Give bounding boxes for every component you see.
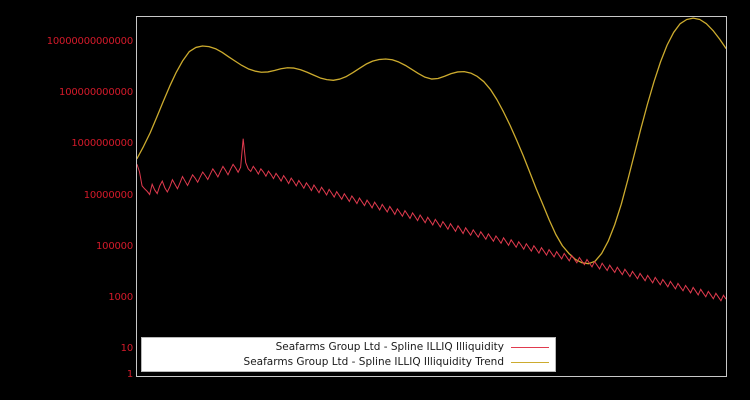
- legend-label-illiquidity: Seafarms Group Ltd - Spline ILLIQ Illiqu…: [275, 341, 504, 353]
- legend-label-trend: Seafarms Group Ltd - Spline ILLIQ Illiqu…: [243, 356, 504, 368]
- y-tick-label-4: 100000: [96, 240, 133, 252]
- trend-line-path: [137, 17, 726, 265]
- y-tick-label-2: 1000000000: [71, 138, 133, 150]
- y-tick-label-3: 10000000: [83, 189, 134, 201]
- plot-inner: [137, 17, 726, 376]
- series-layer: [137, 17, 726, 302]
- legend: Seafarms Group Ltd - Spline ILLIQ Illiqu…: [141, 337, 556, 372]
- y-tick-label-6: 10: [120, 343, 134, 355]
- illiquidity-line-path: [137, 138, 726, 302]
- y-tick-label-0: 10000000000000: [46, 35, 133, 47]
- legend-swatch-trend: [511, 361, 549, 363]
- y-tick-label-1: 100000000000: [59, 86, 133, 98]
- y-tick-label-7: 1: [126, 369, 133, 380]
- plot-area: [136, 16, 727, 377]
- legend-item-illiquidity: Seafarms Group Ltd - Spline ILLIQ Illiqu…: [142, 340, 549, 355]
- legend-swatch-illiquidity: [511, 346, 549, 348]
- y-tick-label-5: 1000: [108, 292, 133, 304]
- legend-item-trend: Seafarms Group Ltd - Spline ILLIQ Illiqu…: [142, 355, 549, 370]
